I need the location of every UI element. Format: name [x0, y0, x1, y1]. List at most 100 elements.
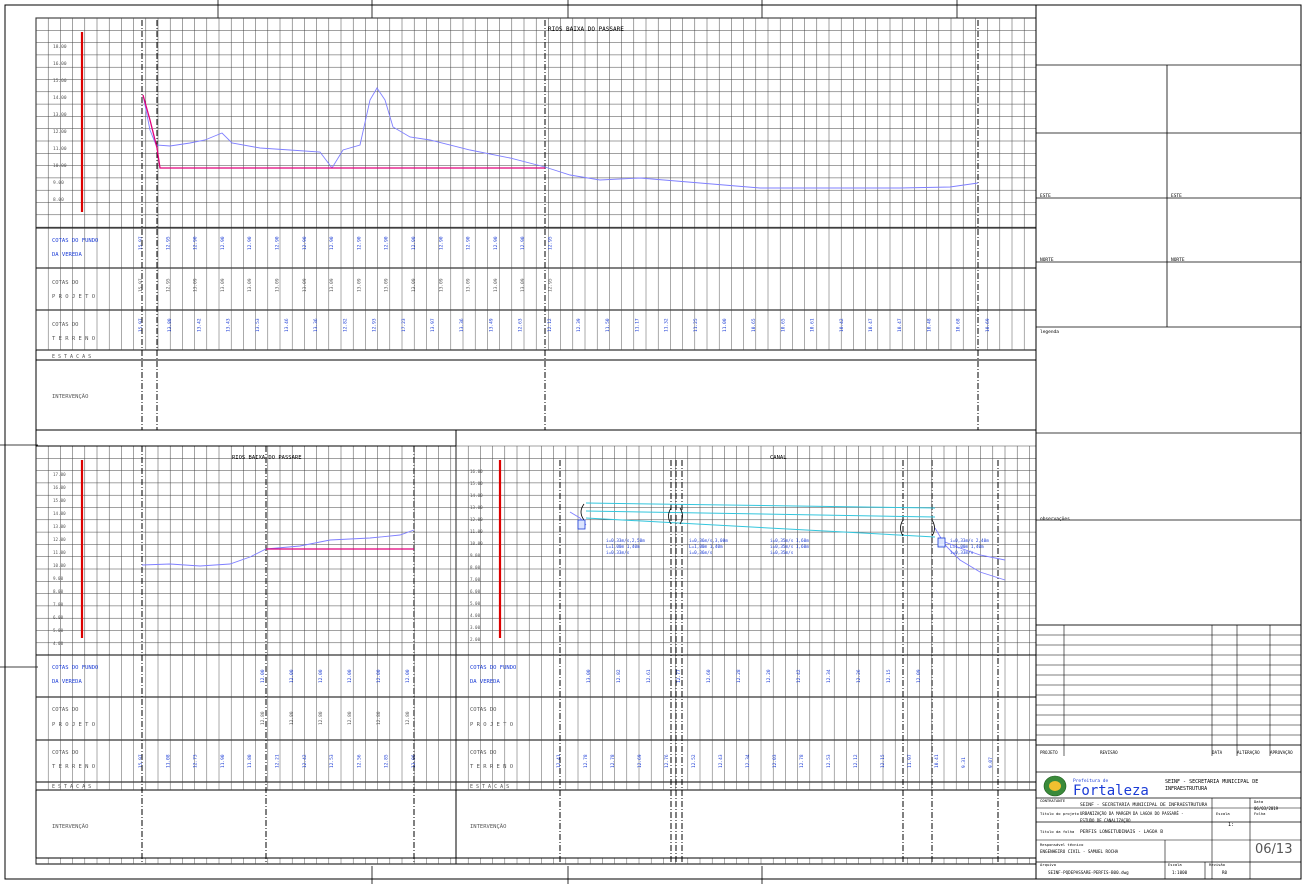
top-intervencao-label: INTERVENÇÃO — [52, 393, 88, 400]
br-fundo-value: 12.26 — [856, 669, 862, 683]
revision-header: ALTERAÇÃO — [1237, 750, 1260, 755]
top-projeto-value: 13.09 — [220, 278, 226, 292]
top-projeto-label: COTAS DO — [52, 280, 79, 286]
title-block-label: NORTE — [1171, 257, 1185, 263]
canal-note: i=0,35m/s — [770, 550, 794, 556]
bl-fundo-value: 12.00 — [289, 669, 295, 683]
revision-header: PROJETO — [1040, 750, 1058, 755]
br-terreno-value: 12.53 — [826, 754, 832, 768]
field-label: Escala — [1216, 811, 1230, 816]
org-name: INFRAESTRUTURA — [1165, 786, 1207, 792]
top-projeto-value: 13.09 — [493, 278, 499, 292]
top-fundo-value: 12.90 — [411, 236, 417, 250]
bl-terreno-value: 12.73 — [193, 754, 199, 768]
top-fundo-value: 12.90 — [356, 236, 362, 250]
top-y-label: 12.00 — [53, 129, 67, 135]
bl-y-label: 9.00 — [53, 576, 64, 581]
bl-fundo-value: 12.00 — [347, 669, 353, 683]
canal-transition — [900, 519, 904, 537]
top-terreno-value: 10.47 — [868, 318, 874, 332]
top-terreno-value: 13.80 — [167, 318, 173, 332]
top-terreno-value: 11.50 — [605, 318, 611, 332]
br-y-label: 16.00 — [470, 469, 483, 474]
br-terreno-value: 12.78 — [799, 754, 805, 768]
top-fundo-value: 12.90 — [220, 236, 226, 250]
br-fundo-label: DA VEREDA — [470, 679, 500, 685]
top-terreno-value: 13.49 — [488, 318, 494, 332]
br-fundo-value: 12.82 — [616, 669, 622, 683]
br-y-label: 5.00 — [470, 601, 481, 606]
canal-bottom-line — [585, 517, 936, 538]
canal-note: i=0,33m/s — [606, 550, 630, 556]
bl-y-label: 15.00 — [53, 498, 66, 503]
bl-projeto-value: 12.80 — [405, 711, 411, 725]
br-terreno-value: 11.97 — [907, 754, 913, 768]
top-terreno-value: 11.32 — [664, 318, 670, 332]
bl-terreno-value: 12.21 — [275, 754, 281, 768]
canal-note: i=0,33m/s 2,40m — [950, 538, 989, 544]
bl-fundo-value: 12.00 — [405, 669, 411, 683]
legend-label: legenda — [1040, 329, 1059, 335]
br-y-label: 8.00 — [470, 565, 481, 570]
top-fundo-value: 12.95 — [165, 236, 171, 250]
br-terrain-line — [939, 539, 1006, 561]
field-value: 06/03/2019 — [1254, 806, 1279, 811]
br-projeto-label: P R O J E T O — [470, 722, 513, 728]
canal-top-line — [585, 502, 936, 509]
bl-y-label: 6.00 — [53, 615, 64, 620]
field-value: ESTUDO DE CANALIZAÇÃO — [1080, 818, 1131, 823]
top-fundo-label: COTAS DO FUNDO — [52, 238, 98, 244]
br-y-label: 11.00 — [470, 529, 483, 534]
bl-y-label: 16.00 — [53, 485, 66, 490]
top-terreno-value: 10.48 — [926, 318, 932, 332]
top-terrain-line — [142, 87, 979, 189]
field-label: Data — [1254, 799, 1263, 804]
canal-note: L=1,00m 1,40m — [950, 544, 984, 550]
top-projeto-value: 13.09 — [356, 278, 362, 292]
br-terreno-value: 12.12 — [853, 754, 859, 768]
sheet-number: 06/13 — [1255, 842, 1293, 857]
observations-label: observações — [1040, 516, 1070, 522]
br-terreno-label: T E R R E N O — [470, 764, 513, 770]
canal-note: i=0,35m/s 1,60m — [770, 544, 809, 550]
br-y-label: 9.00 — [470, 553, 481, 558]
bl-terreno-value: 11.90 — [220, 754, 226, 768]
br-terreno-value: 12.03 — [772, 754, 778, 768]
top-projeto-value: 12.95 — [548, 278, 554, 292]
canal-note: i=0,35m/s 1,60m — [770, 538, 809, 544]
br-terreno-value: 10.41 — [934, 754, 940, 768]
bl-terreno-value: 11.08 — [165, 754, 171, 768]
bl-projeto-value: 12.80 — [376, 711, 382, 725]
top-fundo-value: 12.90 — [329, 236, 335, 250]
bl-terreno-value: 11.80 — [247, 754, 253, 768]
bl-projeto-value: 12.80 — [347, 711, 353, 725]
bl-y-label: 11.00 — [53, 550, 66, 555]
top-terreno-value: 11.17 — [634, 318, 640, 332]
title-block-label: ESTE — [1040, 193, 1051, 199]
top-projeto-value: 13.09 — [247, 278, 253, 292]
canal-note: i=0,33m/s,2,50m — [606, 538, 645, 544]
bl-terreno-label: T E R R E N O — [52, 764, 95, 770]
top-y-label: 13.00 — [53, 112, 67, 118]
top-terreno-value: 12.82 — [342, 318, 348, 332]
top-terreno-value: 10.69 — [985, 318, 991, 332]
top-terreno-value: 10.68 — [956, 318, 962, 332]
top-terreno-value: 12.93 — [372, 318, 378, 332]
bl-fundo-label: DA VEREDA — [52, 679, 82, 685]
br-intervencao-label: INTERVENÇÃO — [470, 823, 506, 830]
top-fundo-label: DA VEREDA — [52, 252, 82, 258]
canal-note: i=0,33m/s — [950, 550, 974, 556]
field-value: URBANIZAÇÃO DA MARGEM DA LAGOA DO PASSAR… — [1080, 811, 1184, 816]
field-value: 1: — [1228, 822, 1234, 828]
top-projeto-value: 13.09 — [411, 278, 417, 292]
top-projeto-value: 13.09 — [302, 278, 308, 292]
top-terreno-value: 11.25 — [693, 318, 699, 332]
canal-note: L=1,00m 1,40m — [606, 544, 640, 550]
top-terreno-value: 10.65 — [780, 318, 786, 332]
title-block-label: NORTE — [1040, 257, 1054, 263]
top-y-label: 10.00 — [53, 163, 67, 169]
top-terreno-value: 10.61 — [810, 318, 816, 332]
br-fundo-value: 12.42 — [796, 669, 802, 683]
bottom-left-title: RIOS BAIXA DO PASSARE — [232, 455, 302, 461]
